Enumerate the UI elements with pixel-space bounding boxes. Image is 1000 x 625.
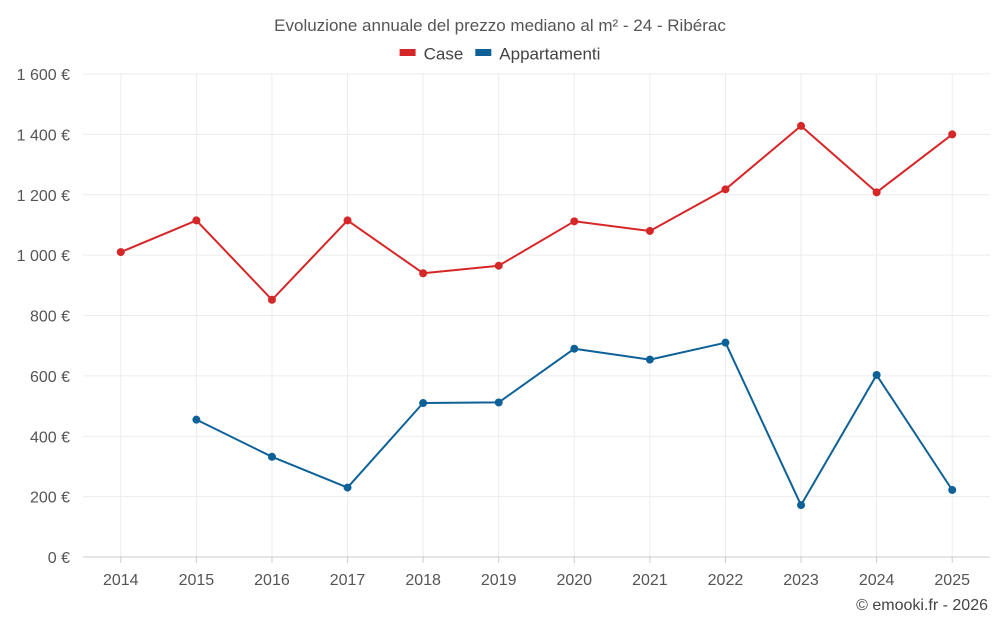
- data-point[interactable]: [267, 295, 276, 304]
- x-tick-label: 2021: [632, 572, 668, 589]
- x-tick-label: 2023: [783, 572, 819, 589]
- y-axis: 0 € 200 € 400 € 600 € 800 € 1 000 € 1 200 € 1 4…: [17, 67, 70, 567]
- legend: Case Appartamenti: [399, 44, 600, 63]
- x-tick-label: 2015: [179, 572, 215, 589]
- x-axis: 2014 2015 2016 2017 2018 2019 2020 2021 2022 2023…: [83, 556, 990, 589]
- data-point[interactable]: [419, 269, 428, 278]
- x-tick-label: 2018: [405, 572, 441, 589]
- x-tick-label: 2025: [934, 572, 970, 589]
- data-point[interactable]: [343, 216, 352, 225]
- data-point[interactable]: [645, 226, 654, 235]
- data-point[interactable]: [267, 452, 276, 461]
- y-tick-label: 0 €: [48, 550, 70, 567]
- data-point[interactable]: [872, 188, 881, 197]
- data-point[interactable]: [645, 355, 654, 364]
- series-case: [116, 121, 957, 304]
- legend-swatch: [399, 49, 416, 56]
- legend-item-case[interactable]: Case: [399, 44, 464, 63]
- chart-title: Evoluzione annuale del prezzo mediano al…: [274, 16, 726, 35]
- x-tick-label: 2016: [254, 572, 290, 589]
- x-tick-label: 2022: [708, 572, 744, 589]
- data-point[interactable]: [343, 483, 352, 492]
- data-point[interactable]: [721, 185, 730, 194]
- x-tick-label: 2017: [330, 572, 366, 589]
- data-point[interactable]: [570, 344, 579, 353]
- y-tick-label: 1 200 €: [17, 188, 70, 205]
- series-appartamenti: [192, 338, 957, 510]
- y-tick-label: 1 600 €: [17, 67, 70, 84]
- legend-label: Appartamenti: [499, 44, 600, 63]
- credit-text: © emooki.fr - 2026: [856, 597, 988, 614]
- data-point[interactable]: [948, 130, 957, 139]
- x-tick-label: 2024: [859, 572, 895, 589]
- y-tick-label: 1 400 €: [17, 127, 70, 144]
- y-tick-label: 1 000 €: [17, 248, 70, 265]
- y-tick-label: 400 €: [30, 429, 70, 446]
- data-point[interactable]: [797, 121, 806, 130]
- data-point[interactable]: [494, 398, 503, 407]
- series-line: [120, 124, 953, 301]
- data-point[interactable]: [116, 248, 125, 257]
- data-point[interactable]: [721, 338, 730, 347]
- legend-item-appartamenti[interactable]: Appartamenti: [475, 44, 600, 63]
- legend-swatch: [475, 49, 492, 56]
- y-tick-label: 600 €: [30, 369, 70, 386]
- data-point[interactable]: [494, 261, 503, 270]
- data-point[interactable]: [570, 217, 579, 226]
- grid: [83, 73, 990, 557]
- data-point[interactable]: [192, 216, 201, 225]
- legend-label: Case: [424, 44, 464, 63]
- y-tick-label: 800 €: [30, 309, 70, 326]
- y-tick-label: 200 €: [30, 490, 70, 507]
- x-tick-label: 2019: [481, 572, 517, 589]
- data-point[interactable]: [419, 399, 428, 408]
- data-point[interactable]: [872, 370, 881, 379]
- data-point[interactable]: [192, 415, 201, 424]
- data-point[interactable]: [948, 485, 957, 494]
- x-tick-label: 2014: [103, 572, 139, 589]
- series: [116, 121, 957, 510]
- x-tick-label: 2020: [556, 572, 592, 589]
- data-point[interactable]: [797, 501, 806, 510]
